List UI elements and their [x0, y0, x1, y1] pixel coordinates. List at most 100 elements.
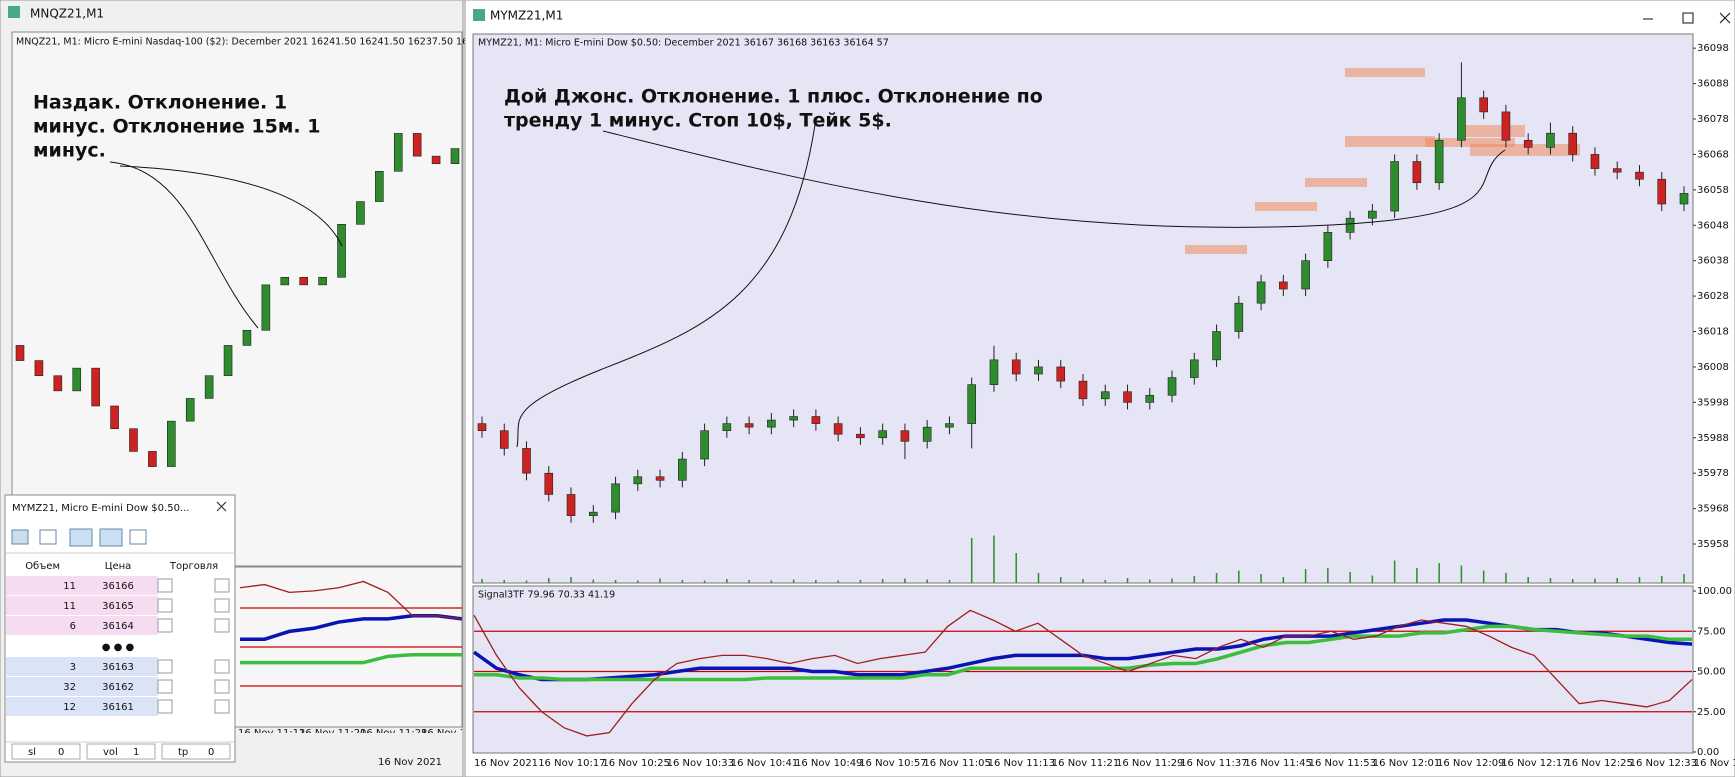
candle-body: [544, 472, 554, 495]
window-icon: [473, 9, 485, 21]
sell-button[interactable]: [157, 679, 173, 694]
candle-body: [1390, 161, 1399, 212]
candle-body: [789, 416, 798, 421]
candle-body: [1479, 97, 1488, 113]
dom-price: 36165: [102, 601, 134, 612]
candle-body: [110, 405, 119, 430]
hand-arrow: [602, 130, 1506, 228]
dom-price: 36163: [102, 662, 134, 673]
row-bg: [6, 657, 158, 676]
hand-arrow: [119, 165, 343, 247]
buy-button[interactable]: [214, 659, 230, 674]
chart-header: MNQZ21, M1: Micro E-mini Nasdaq-100 ($2)…: [16, 37, 517, 48]
candle-body: [989, 359, 999, 385]
candle-body: [204, 375, 214, 399]
annotation: Дой Джонс. Отклонение. 1 плюс. Отклонени…: [504, 86, 1043, 108]
y-tick-label: 35988: [1697, 433, 1729, 444]
candle-body: [1234, 302, 1244, 332]
close-button[interactable]: [1719, 12, 1731, 24]
candle-body: [878, 430, 887, 439]
row-bg: [6, 677, 158, 696]
window-title: MYMZ21,M1: [490, 9, 563, 23]
spin-box[interactable]: [161, 743, 231, 760]
left-chart: 16 Nov 11:1216 Nov 11:2016 Nov 11:2816 N…: [15, 133, 462, 739]
candle-body: [1679, 193, 1689, 205]
y-tick-label: 36018: [1697, 327, 1729, 338]
tool-button[interactable]: [129, 529, 147, 545]
candle-body: [922, 426, 932, 442]
buy-button[interactable]: [214, 679, 230, 694]
indicator-line: [473, 609, 1693, 737]
buy-button[interactable]: [214, 598, 230, 613]
buy-button[interactable]: [214, 578, 230, 593]
buy-button[interactable]: [214, 618, 230, 633]
candle-body: [223, 345, 233, 377]
sell-button[interactable]: [157, 618, 173, 633]
dom-volume: 11: [63, 601, 76, 612]
candle-body: [15, 345, 25, 361]
candle-body: [588, 511, 598, 517]
spin-box[interactable]: [11, 743, 81, 760]
sell-button[interactable]: [157, 659, 173, 674]
candle-body: [856, 433, 865, 439]
y-tick-label: 35958: [1697, 539, 1729, 550]
main-chart: 36098 36088 36078 36068 36058 36048 36038 36028…: [474, 43, 1735, 769]
candle-body: [356, 201, 365, 225]
tool-button[interactable]: [99, 528, 123, 547]
candle-body: [477, 423, 487, 431]
candle-body: [655, 476, 665, 481]
dom-volume: 12: [63, 702, 76, 713]
dom-price: 36162: [102, 682, 134, 693]
time-label: 16 Nov 11:28: [360, 728, 427, 739]
time-label: 16 Nov 12:33: [1630, 758, 1697, 769]
candle-body: [1167, 377, 1177, 396]
y-tick-label: 36048: [1697, 220, 1729, 231]
candle-body: [1546, 132, 1555, 148]
candle-body: [967, 384, 977, 424]
candle-body: [91, 367, 100, 407]
y-tick-label: 35998: [1697, 397, 1729, 408]
time-label: 16 Nov 10:49: [795, 758, 862, 769]
candle-body: [261, 284, 271, 331]
spin-box[interactable]: [86, 743, 156, 760]
y-tick-label: 75.00: [1697, 626, 1726, 637]
time-label: 16 Nov 10:25: [602, 758, 669, 769]
candle-body: [1123, 391, 1132, 403]
dom-price: 36164: [102, 621, 134, 632]
y-tick-label: 36028: [1697, 291, 1729, 302]
dom-volume: 11: [63, 581, 76, 592]
candle-body: [148, 451, 157, 467]
time-label: 16 Nov 11:53: [1309, 758, 1376, 769]
dialog-close[interactable]: [216, 501, 227, 512]
dialog-title: MYMZ21, Micro E-mini Dow $0.50...: [12, 503, 189, 514]
buy-button[interactable]: [214, 699, 230, 714]
candle-body: [945, 423, 954, 428]
y-tick-label: 36038: [1697, 256, 1729, 267]
time-label: 16 Nov 10:41: [731, 758, 798, 769]
control-label: tp: [178, 747, 188, 758]
tool-button[interactable]: [11, 529, 29, 545]
candle-body: [1612, 168, 1622, 173]
column-header: Объем: [25, 561, 60, 572]
candle-body: [1078, 380, 1088, 400]
candle-body: [1212, 331, 1221, 361]
annotation: минус. Отклонение 15м. 1: [33, 116, 320, 138]
dom-volume: 32: [63, 682, 76, 693]
y-tick-label: 50.00: [1697, 667, 1726, 678]
tool-button[interactable]: [39, 529, 57, 545]
chart-header: MYMZ21, M1: Micro E-mini Dow $0.50: Dece…: [478, 38, 889, 49]
separator-dots: ● ● ●: [102, 642, 135, 653]
maximize-button[interactable]: [1682, 12, 1694, 24]
control-value: 0: [208, 747, 214, 758]
sell-button[interactable]: [157, 578, 173, 593]
sell-button[interactable]: [157, 699, 173, 714]
time-label: 16 Nov 12:17: [1501, 758, 1568, 769]
tool-button[interactable]: [69, 528, 93, 547]
sell-button[interactable]: [157, 598, 173, 613]
column-header: Торговля: [169, 561, 218, 572]
time-label: 16 Nov 12:01: [1373, 758, 1440, 769]
candle-body: [900, 430, 910, 442]
annotation: минус.: [33, 140, 106, 162]
y-tick-label: 25.00: [1697, 707, 1726, 718]
y-tick-label: 35978: [1697, 468, 1729, 479]
